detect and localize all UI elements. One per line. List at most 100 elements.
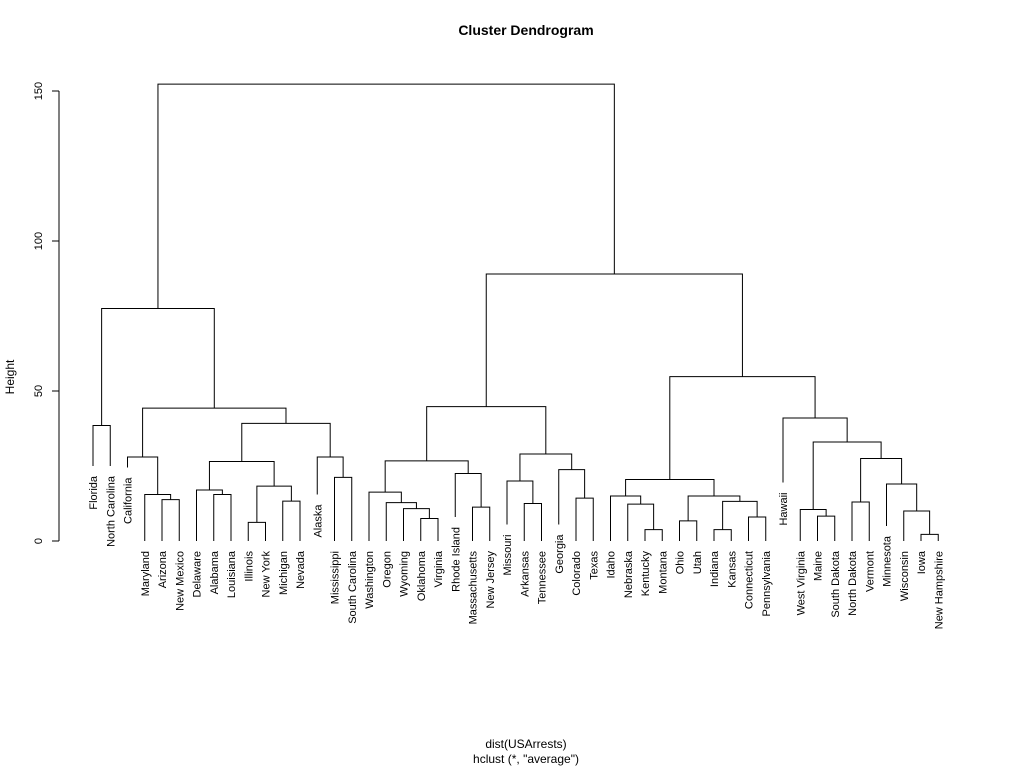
leaf-label: Utah [692,551,704,574]
leaf-label: New Mexico [174,551,186,611]
leaf-label: Wyoming [399,551,411,597]
dendrogram-link [610,495,642,541]
leaf-label: Texas [588,551,600,580]
dendrogram-link [420,518,439,541]
leaf-label: Maine [813,551,825,581]
leaf-label: New Hampshire [933,551,945,629]
leaf-label: Georgia [554,534,566,574]
leaf-label: California [123,477,135,524]
dendrogram-link [282,500,301,541]
dendrogram-link [161,499,180,541]
dendrogram-link [142,407,287,457]
dendrogram-links [92,83,939,541]
y-tick-label: 50 [33,385,45,397]
dendrogram-link [334,476,353,541]
leaf-label: Ohio [675,551,687,574]
leaf-label: Alabama [209,550,221,594]
leaf-label: Connecticut [744,551,756,609]
leaf-label: Colorado [571,551,583,596]
dendrogram-link [782,417,848,483]
dendrogram-link [713,529,732,541]
leaf-label: Wisconsin [899,551,911,601]
y-tick-label: 100 [33,232,45,250]
leaf-label: Maryland [140,551,152,596]
dendrogram-link [523,503,542,541]
leaf-labels: Florida North Carolina California Maryland A… [88,475,945,629]
dendrogram-link [472,506,491,541]
dendrogram-link [627,503,655,541]
leaf-label: Massachusetts [468,551,480,625]
dendrogram-link [92,425,111,466]
leaf-label: Pennsylvania [761,550,773,616]
leaf-label: New York [261,551,273,598]
dendrogram-link [722,500,758,530]
leaf-label: Rhode Island [450,527,462,592]
dendrogram-link [196,489,223,541]
leaf-label: Montana [657,550,669,594]
y-tick-label: 0 [33,538,45,544]
leaf-label: Kentucky [640,551,652,597]
leaf-label: Alaska [312,504,324,538]
leaf-label: North Dakota [847,550,859,616]
dendrogram-link [920,533,939,541]
leaf-label: Arizona [157,550,169,588]
dendrogram-link [426,406,547,461]
leaf-label: Florida [88,475,100,510]
leaf-label: Louisiana [226,550,238,598]
dendrogram-link [748,516,767,541]
leaf-label: Iowa [916,550,928,574]
dendrogram-link [256,485,292,523]
dendrogram-link [241,422,331,462]
dendrogram-link [368,491,402,541]
leaf-label: Illinois [243,551,255,582]
leaf-label: North Carolina [105,475,117,547]
dendrogram-link [817,515,836,541]
y-tick-label: 150 [33,82,45,100]
dendrogram-link [403,508,430,541]
leaf-label: Oregon [381,551,393,588]
dendrogram-link [860,458,903,502]
dendrogram-link [247,521,266,541]
dendrogram-link [625,479,715,496]
leaf-label: Oklahoma [416,550,428,601]
leaf-label: New Jersey [485,551,497,609]
leaf-label: Nebraska [623,550,635,598]
leaf-label: Virginia [433,550,445,587]
leaf-label: Idaho [606,551,618,579]
y-axis-label: Height [3,359,17,394]
dendrogram-link [485,273,743,407]
leaf-label: Tennessee [537,551,549,604]
dendrogram-link [144,494,172,541]
leaf-label: Minnesota [882,535,894,587]
leaf-label: South Dakota [830,550,842,618]
leaf-label: Arkansas [519,551,531,597]
leaf-label: Mississippi [330,551,342,604]
dendrogram-link [454,473,482,517]
y-axis: 0 50 100 150 [33,82,60,544]
dendrogram-link [799,509,827,541]
leaf-label: West Virginia [795,550,807,615]
dendrogram-link [558,469,586,525]
dendrogram-link [575,497,594,541]
dendrogram-link [519,453,573,481]
dendrogram-link [903,510,931,541]
dendrogram-link [213,494,232,541]
leaf-label: Delaware [192,551,204,597]
dendrogram-link [679,520,698,541]
leaf-label: Indiana [709,550,721,587]
leaf-label: Washington [364,551,376,609]
chart-title: Cluster Dendrogram [458,22,593,38]
dendrogram-link [886,483,918,526]
leaf-label: South Carolina [347,550,359,624]
dendrogram-link [157,83,615,309]
dendrogram-link [316,456,344,495]
leaf-label: Vermont [864,551,876,592]
method-label: hclust (*, "average") [473,752,579,766]
leaf-label: Missouri [502,535,514,576]
x-axis-label: dist(USArrests) [485,737,566,751]
dendrogram-link [851,501,870,541]
leaf-label: Hawaii [778,493,790,526]
leaf-label: Michigan [278,551,290,595]
dendrogram-link [669,376,816,480]
